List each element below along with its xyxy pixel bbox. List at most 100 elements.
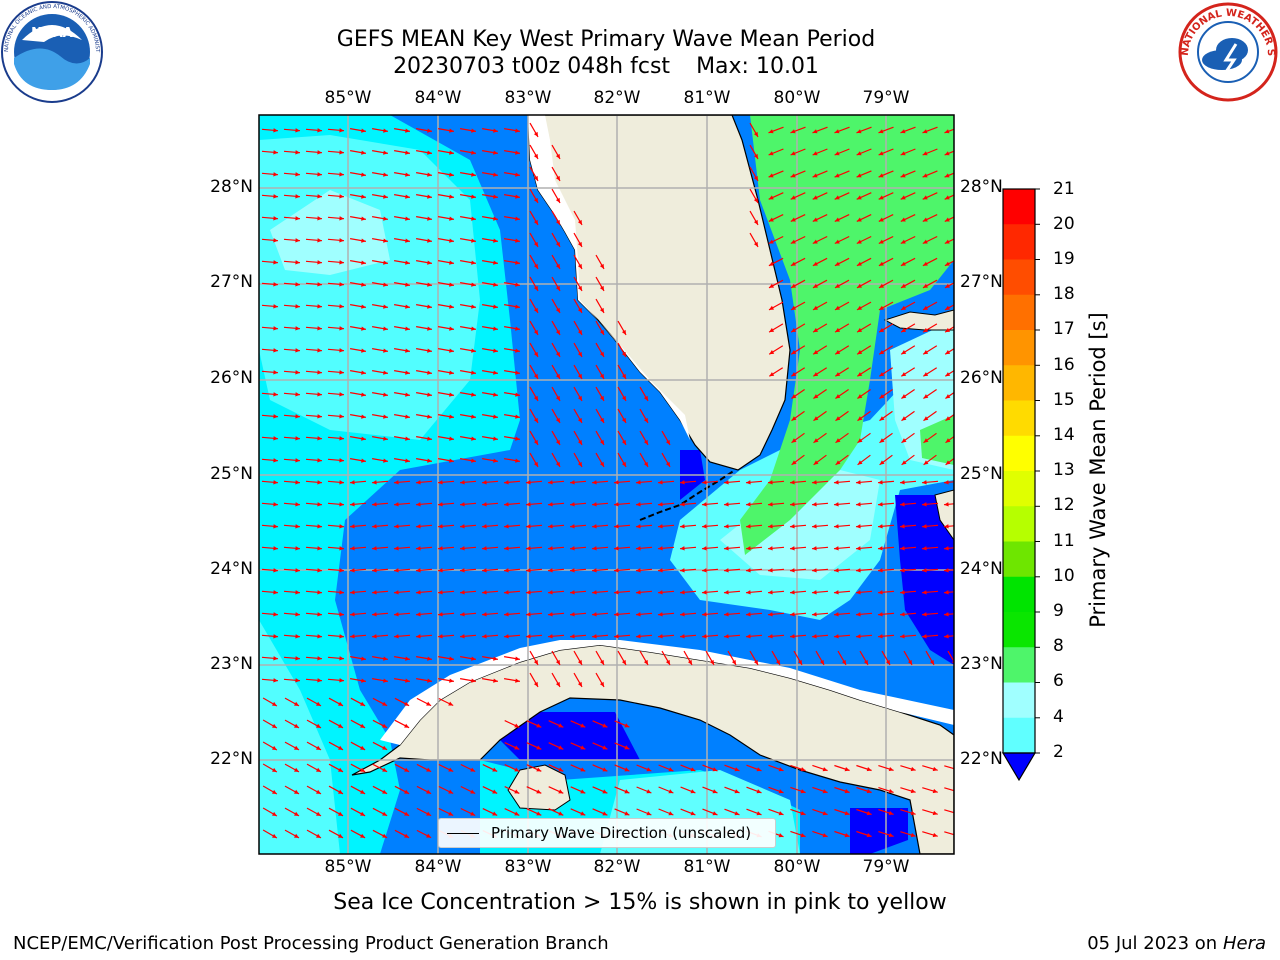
wave-arrow xyxy=(328,763,344,773)
wave-arrow-head xyxy=(295,128,300,133)
wave-arrow-head xyxy=(536,767,542,772)
wave-arrow xyxy=(835,410,849,422)
wave-arrow xyxy=(573,672,583,688)
wave-arrow-head xyxy=(426,767,432,772)
wave-arrow xyxy=(680,808,696,816)
wave-arrow-head xyxy=(471,678,476,683)
wave-arrow xyxy=(569,590,587,594)
wave-arrow xyxy=(503,172,521,176)
wave-arrow-head xyxy=(856,480,861,485)
wave-arrow-head xyxy=(449,128,454,133)
wave-arrow-head xyxy=(383,150,388,155)
wave-arrow xyxy=(877,546,895,550)
wave-arrow-head xyxy=(923,350,929,355)
wave-arrow-head xyxy=(658,480,663,485)
wave-arrow xyxy=(305,590,323,594)
wave-arrow xyxy=(283,590,301,594)
wave-arrow-head xyxy=(449,194,454,199)
wave-arrow-head xyxy=(768,195,774,200)
wave-direction-arrows xyxy=(261,122,954,839)
wave-arrow-head xyxy=(427,458,432,463)
wave-arrow xyxy=(922,170,938,178)
wave-arrow-head xyxy=(922,502,927,507)
footer-date-text: 05 Jul 2023 on xyxy=(1087,933,1223,954)
lat-label: 23°N xyxy=(210,654,253,674)
wave-arrow xyxy=(547,612,565,616)
wave-arrow-head xyxy=(599,329,604,335)
wave-arrow xyxy=(635,612,653,616)
period-band-lt2-florida-bay xyxy=(680,450,705,500)
wave-arrow xyxy=(815,650,825,666)
wave-arrow xyxy=(415,348,433,352)
wave-arrow xyxy=(812,148,828,156)
wave-arrow xyxy=(767,590,785,594)
wave-arrow-head xyxy=(658,634,663,639)
wave-arrow xyxy=(327,480,345,484)
wave-arrow xyxy=(573,232,583,248)
nws-logo: NATIONAL WEATHER SERVICE xyxy=(1172,0,1280,104)
wave-arrow xyxy=(437,348,455,352)
wave-arrow-head xyxy=(339,326,344,331)
lat-label: 25°N xyxy=(960,464,1003,484)
wave-arrow xyxy=(350,741,366,751)
wave-arrow-head xyxy=(460,502,465,507)
wave-arrow-head xyxy=(426,811,432,816)
wave-arrow xyxy=(525,480,543,484)
wave-arrow xyxy=(899,546,917,550)
wave-arrow-head xyxy=(878,129,884,134)
wave-arrow xyxy=(749,188,759,204)
wave-arrow xyxy=(261,612,279,616)
wave-arrow-head xyxy=(526,568,531,573)
wave-arrow-head xyxy=(526,502,531,507)
wave-arrow-head xyxy=(791,350,797,355)
wave-arrow-head xyxy=(493,678,498,683)
wave-arrow-head xyxy=(922,173,928,178)
wave-arrow-head xyxy=(800,789,806,794)
wave-arrow xyxy=(262,807,278,817)
wave-arrow-head xyxy=(746,590,751,595)
wave-arrow xyxy=(878,214,894,222)
map-frame xyxy=(258,114,955,855)
wave-arrow xyxy=(283,458,301,462)
wave-arrow-head xyxy=(577,351,582,357)
wave-arrow-head xyxy=(273,480,278,485)
wave-arrow xyxy=(790,830,806,838)
wave-arrow-head xyxy=(338,811,343,816)
wave-arrow xyxy=(349,304,367,308)
wave-arrow xyxy=(878,148,894,156)
wave-arrow xyxy=(790,126,806,134)
wave-arrow xyxy=(592,786,608,794)
wave-arrow xyxy=(459,634,477,638)
wave-arrow xyxy=(812,170,828,178)
wave-arrow-head xyxy=(382,833,388,838)
wave-arrow-head xyxy=(272,723,277,728)
wave-arrow xyxy=(349,194,367,198)
wave-arrow-head xyxy=(577,659,582,665)
wave-arrow-head xyxy=(885,659,890,665)
wave-arrow xyxy=(349,326,367,330)
wave-arrow xyxy=(371,546,389,550)
wave-arrow-head xyxy=(602,745,608,750)
wave-arrow-head xyxy=(790,217,796,222)
wave-arrow-head xyxy=(599,373,604,379)
wave-arrow-head xyxy=(901,350,907,355)
wave-arrow-head xyxy=(724,502,729,507)
wave-arrow-head xyxy=(746,480,751,485)
lon-label: 79°W xyxy=(862,857,910,877)
wave-arrow xyxy=(349,656,367,660)
wave-arrow xyxy=(437,172,455,176)
wave-arrow-head xyxy=(361,216,366,221)
wave-arrow xyxy=(855,568,873,572)
wave-arrow xyxy=(261,546,279,550)
wave-arrow-head xyxy=(592,502,597,507)
wave-arrow-head xyxy=(812,612,817,617)
wave-arrow xyxy=(438,785,454,795)
wave-arrow-head xyxy=(658,612,663,617)
wave-arrow xyxy=(283,194,301,198)
wave-arrow-head xyxy=(493,458,498,463)
wave-arrow-head xyxy=(841,659,846,665)
wave-arrow xyxy=(879,432,893,444)
wave-arrow-head xyxy=(800,811,806,816)
wave-arrow-head xyxy=(624,767,630,772)
wave-arrow xyxy=(551,188,561,204)
